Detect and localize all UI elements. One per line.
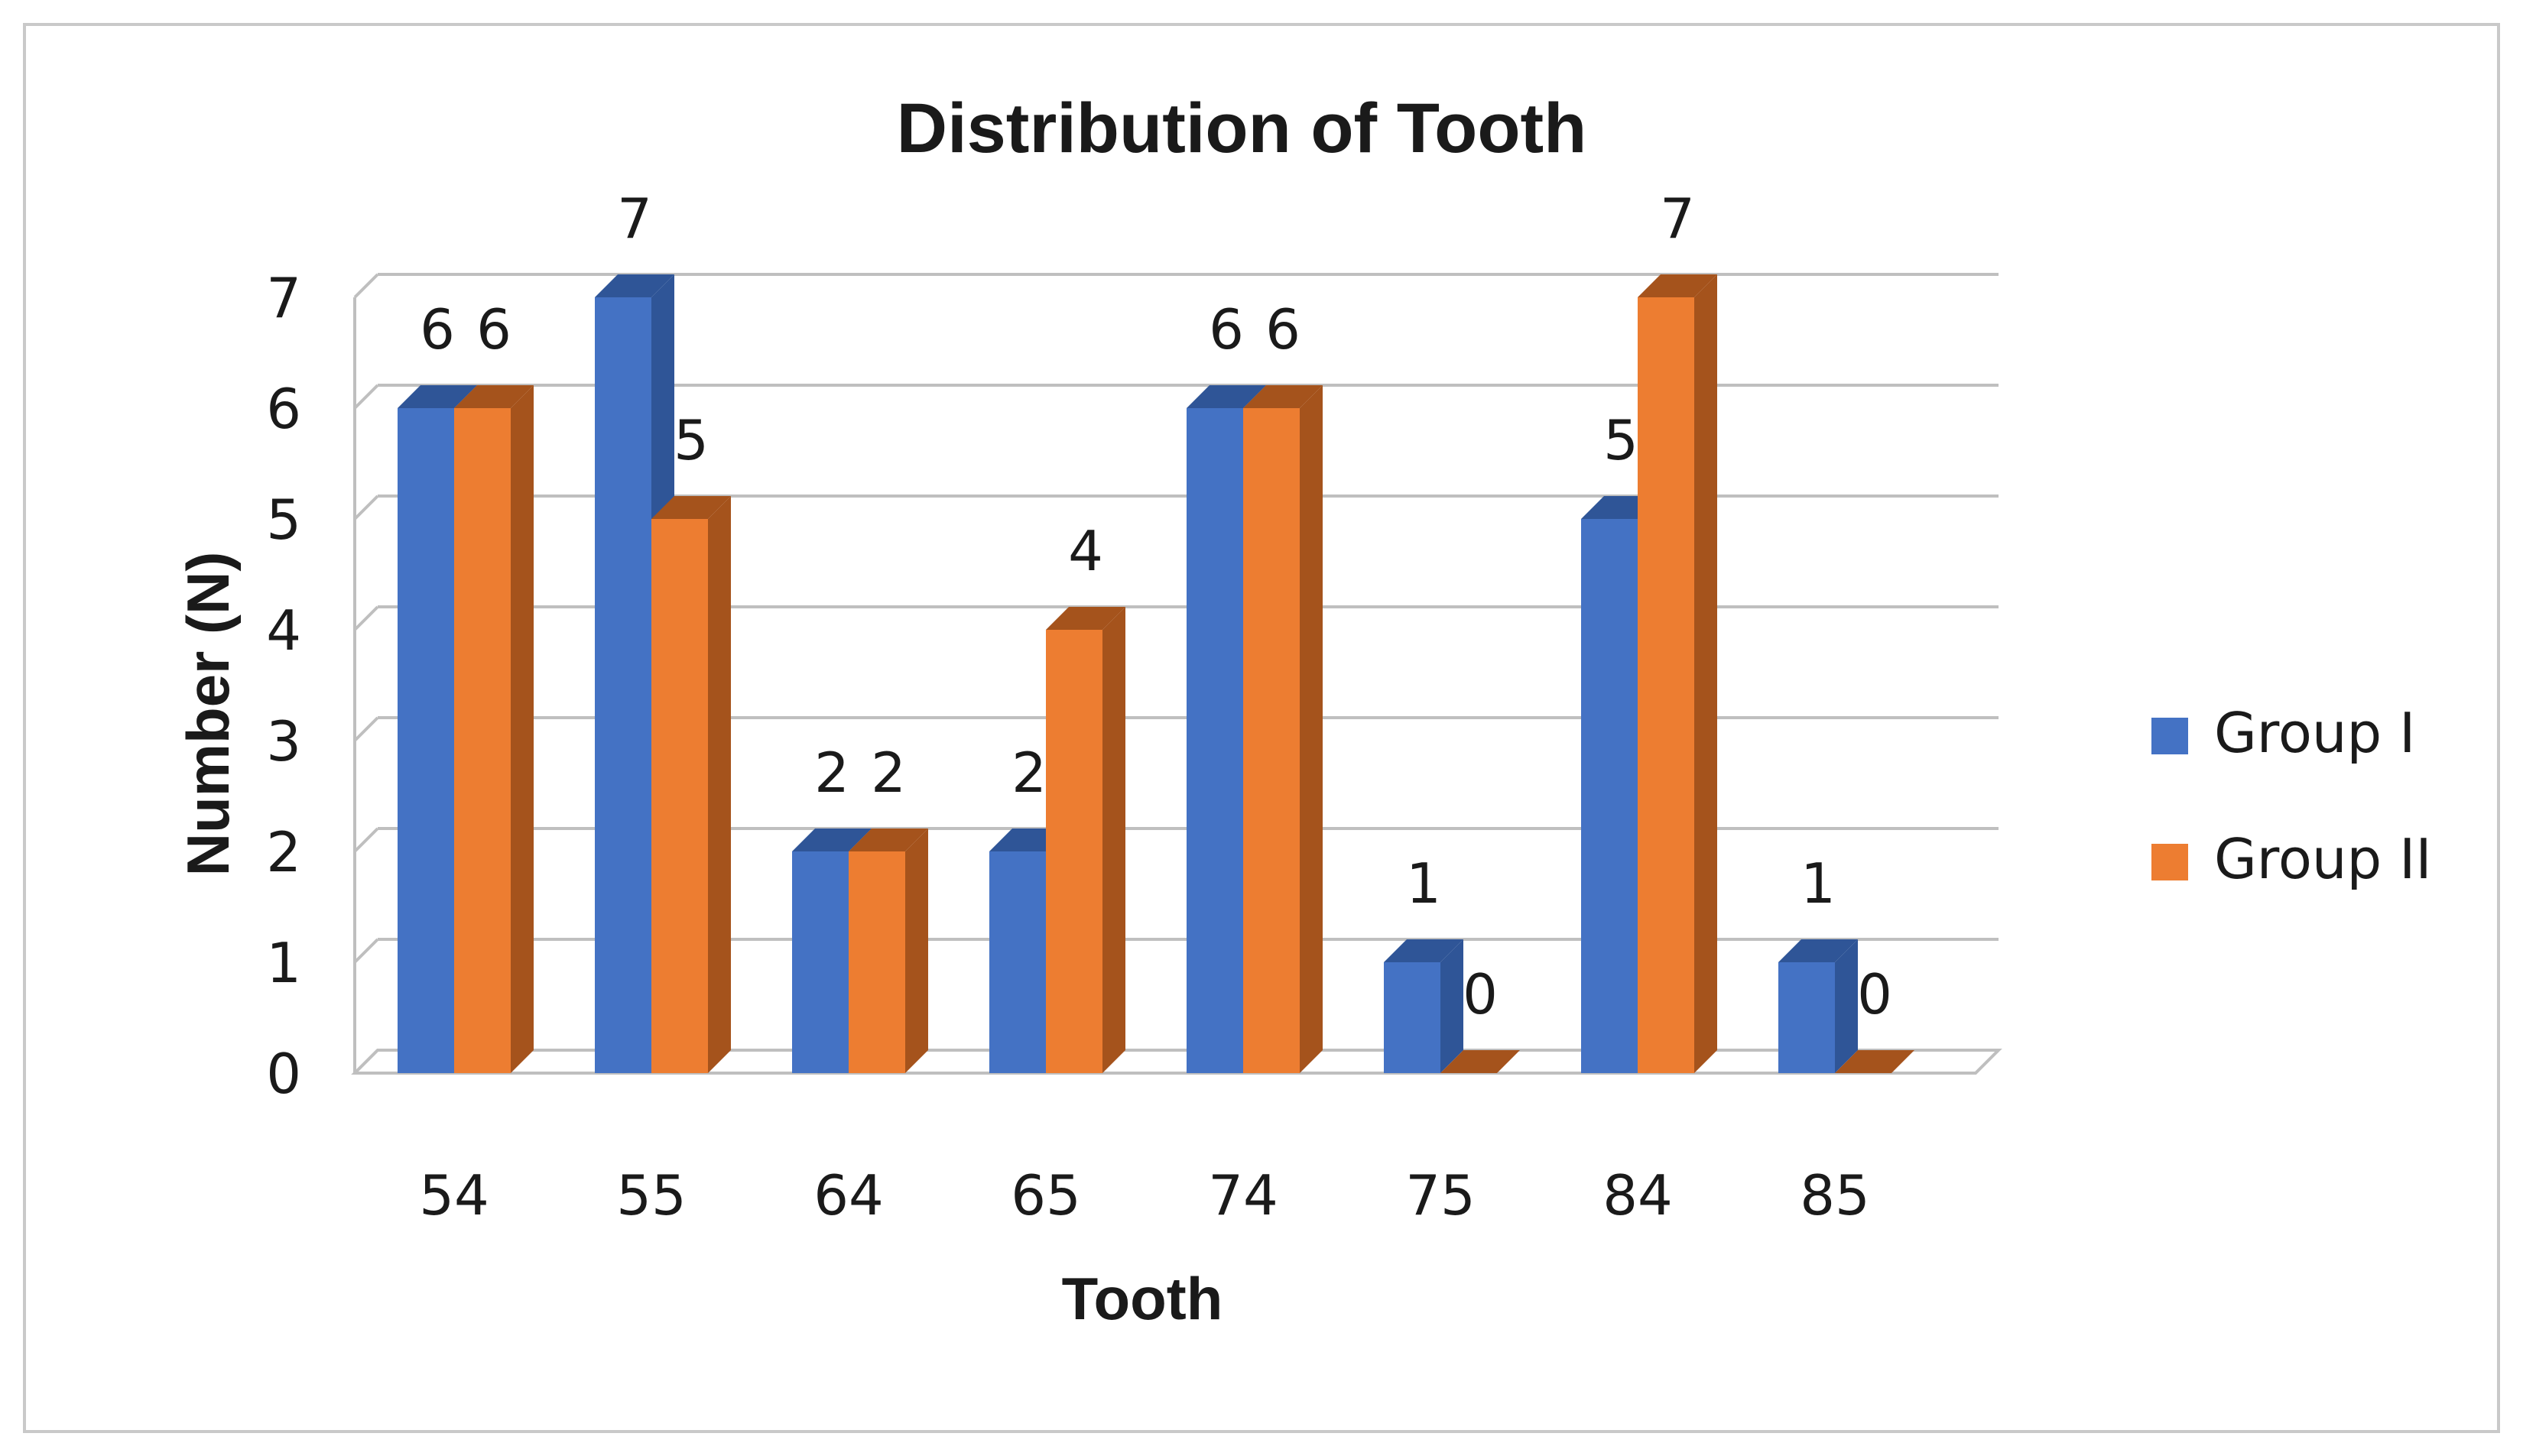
x-tick-label: 65 xyxy=(1011,1163,1081,1227)
data-label: 0 xyxy=(1857,962,1892,1026)
x-axis-label: Tooth xyxy=(1062,1265,1223,1332)
bar-side xyxy=(1102,607,1125,1073)
bar-top xyxy=(595,274,674,297)
bar-front xyxy=(398,408,454,1073)
y-tick-label: 4 xyxy=(266,598,301,663)
x-tick-label: 54 xyxy=(419,1163,489,1227)
y-tick-label: 6 xyxy=(266,377,301,441)
bar-group-ii-85 xyxy=(1835,1050,1914,1073)
legend: Group I Group II xyxy=(2151,701,2432,891)
bar-side xyxy=(1694,274,1717,1073)
chart-title: Distribution of Tooth xyxy=(897,89,1587,167)
y-tick-label: 3 xyxy=(266,709,301,773)
bar-front xyxy=(454,408,511,1073)
data-label: 5 xyxy=(1603,408,1638,472)
data-label: 2 xyxy=(814,741,849,805)
data-label: 6 xyxy=(1265,297,1300,362)
data-label: 0 xyxy=(1463,962,1498,1026)
bar-front xyxy=(1778,962,1835,1073)
bar-top xyxy=(1440,1050,1520,1073)
y-tick-label: 2 xyxy=(266,820,301,884)
bar-front xyxy=(1384,962,1440,1073)
bar-top xyxy=(1835,1050,1914,1073)
bar-front xyxy=(651,519,708,1073)
bar-group-ii-65 xyxy=(1046,607,1125,1073)
data-label: 7 xyxy=(617,186,652,251)
bar-top xyxy=(792,829,872,851)
x-tick-label: 64 xyxy=(813,1163,884,1227)
legend-label: Group II xyxy=(2214,827,2432,891)
bar-top xyxy=(1046,607,1125,630)
gridline-depth xyxy=(353,938,379,964)
y-tick-label: 1 xyxy=(266,931,301,995)
data-label: 2 xyxy=(871,741,906,805)
bar-group-ii-74 xyxy=(1243,385,1323,1073)
gridline-depth xyxy=(353,716,379,742)
bar-top xyxy=(849,829,928,851)
bar-group-ii-75 xyxy=(1440,1050,1520,1073)
bar-top xyxy=(1187,385,1266,408)
bar-front xyxy=(1046,630,1102,1073)
data-label: 4 xyxy=(1068,519,1103,583)
bar-side xyxy=(1835,939,1858,1073)
y-tick-label: 0 xyxy=(266,1042,301,1106)
bar-group-ii-64 xyxy=(849,829,928,1073)
data-label: 6 xyxy=(476,297,511,362)
legend-swatch xyxy=(2151,844,2188,880)
x-tick-label: 85 xyxy=(1800,1163,1870,1227)
data-label: 6 xyxy=(1209,297,1244,362)
bar-side xyxy=(1440,939,1463,1073)
x-tick-label: 55 xyxy=(616,1163,687,1227)
data-label: 5 xyxy=(674,408,709,472)
bar-front xyxy=(595,297,651,1073)
bar-front xyxy=(792,851,849,1073)
y-tick-label: 5 xyxy=(266,488,301,552)
x-tick-labels: 54 55 64 65 74 75 84 85 xyxy=(419,1163,1870,1227)
y-axis-label: Number (N) xyxy=(174,552,242,877)
y-tick-labels: 0 1 2 3 4 5 6 7 xyxy=(266,266,301,1106)
gridline-depth xyxy=(353,605,379,631)
data-label: 1 xyxy=(1801,851,1836,916)
bar-side xyxy=(1300,385,1323,1073)
bar-side xyxy=(511,385,534,1073)
bar-side xyxy=(905,829,928,1073)
bar-group-ii-55 xyxy=(651,496,731,1073)
bar-top xyxy=(454,385,534,408)
y-tick-label: 7 xyxy=(266,266,301,330)
data-label: 6 xyxy=(420,297,455,362)
bar-front xyxy=(989,851,1046,1073)
bar-top xyxy=(1384,939,1463,962)
legend-label: Group I xyxy=(2214,701,2415,765)
bars xyxy=(398,274,1914,1073)
bar-top xyxy=(398,385,477,408)
bar-front xyxy=(1638,297,1694,1073)
bar-top xyxy=(651,496,731,519)
bar-group-i-85 xyxy=(1778,939,1858,1073)
bar-group-ii-54 xyxy=(454,385,534,1073)
gridline-depth xyxy=(353,273,379,299)
bar-front xyxy=(1187,408,1243,1073)
bar-top xyxy=(1638,274,1717,297)
x-tick-label: 75 xyxy=(1405,1163,1476,1227)
bar-side xyxy=(708,496,731,1073)
bar-group-i-75 xyxy=(1384,939,1463,1073)
bar-front xyxy=(849,851,905,1073)
data-label: 7 xyxy=(1660,186,1695,251)
legend-swatch xyxy=(2151,718,2188,754)
data-label: 1 xyxy=(1406,851,1441,916)
bar-group-ii-84 xyxy=(1638,274,1717,1073)
gridline-depth xyxy=(353,495,379,520)
bar-front xyxy=(1243,408,1300,1073)
bar-top xyxy=(1243,385,1323,408)
gridline-depth xyxy=(353,384,379,410)
data-label: 2 xyxy=(1011,741,1047,805)
x-tick-label: 84 xyxy=(1602,1163,1673,1227)
bar-front xyxy=(1581,519,1638,1073)
gridline-depth xyxy=(353,827,379,853)
x-tick-label: 74 xyxy=(1208,1163,1278,1227)
bar-top xyxy=(1778,939,1858,962)
